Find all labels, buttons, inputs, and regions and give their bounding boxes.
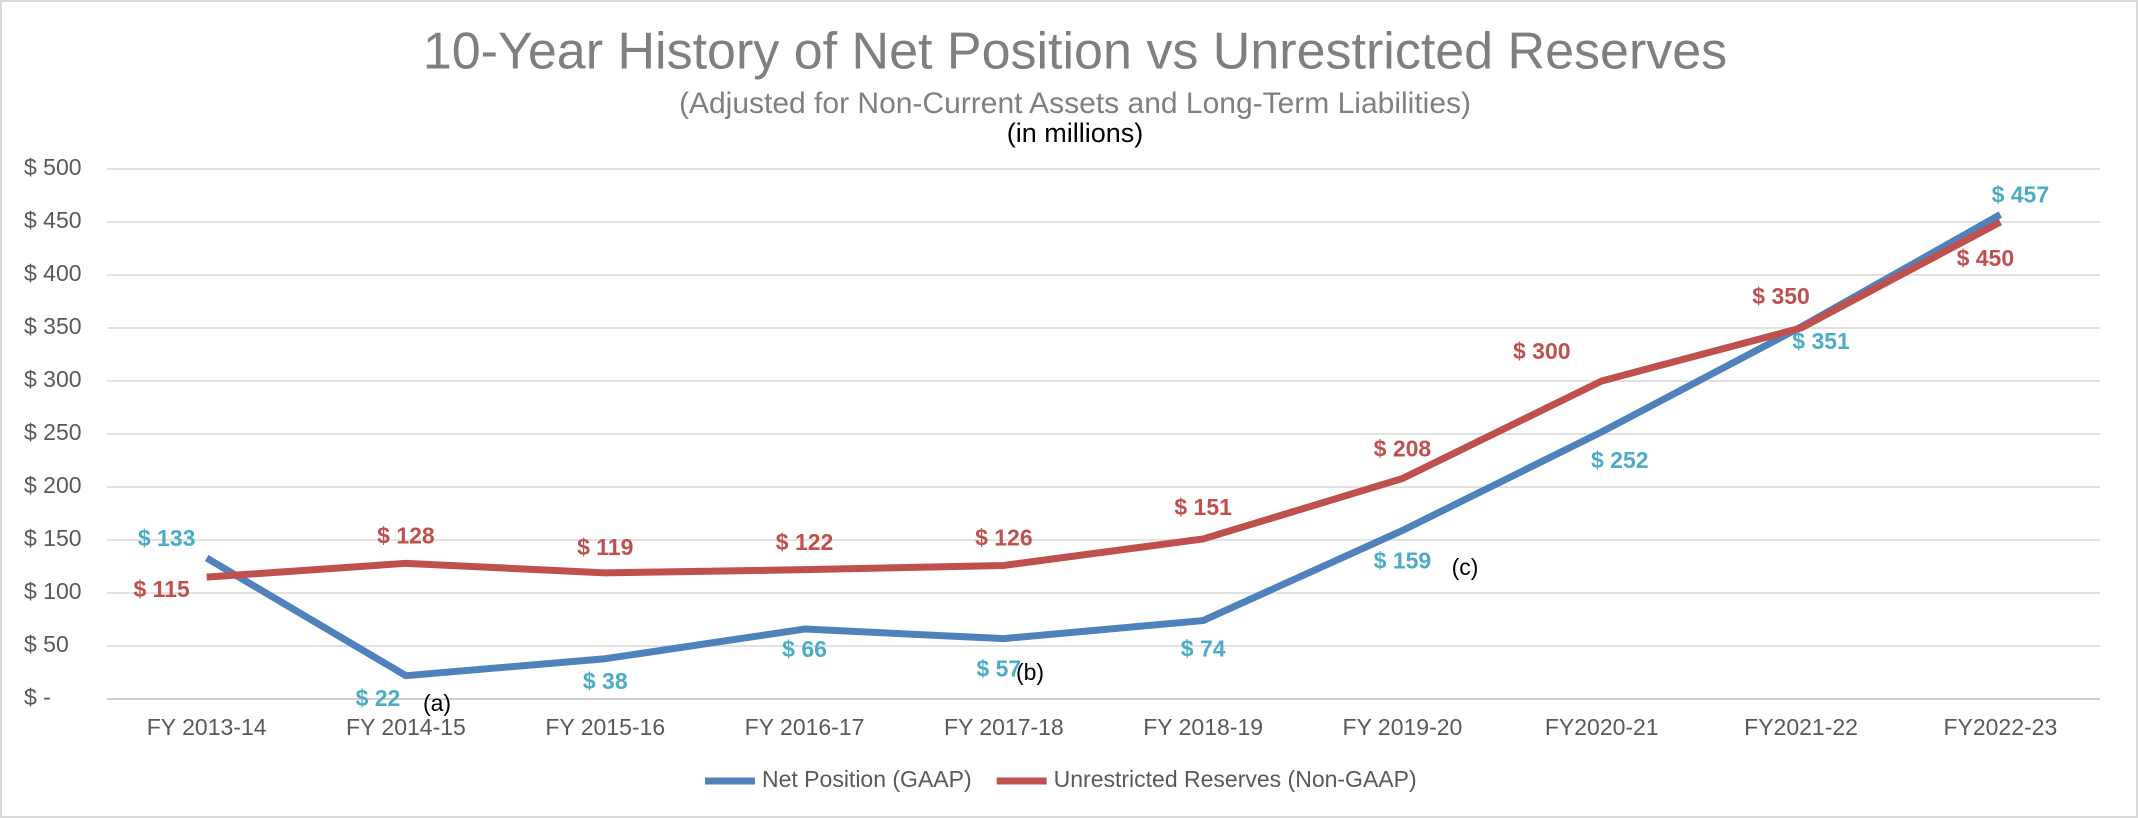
x-tick-label: FY 2018-19	[1143, 714, 1263, 740]
data-label: $ 208	[1374, 436, 1432, 462]
y-tick-label: $ 100	[24, 578, 82, 604]
data-line	[204, 211, 2003, 680]
data-label: $ 128	[377, 522, 435, 548]
data-label: $ 300	[1513, 338, 1571, 364]
data-label: $ 350	[1752, 283, 1810, 309]
data-label: $ 126	[975, 525, 1033, 551]
y-tick-label: $ 350	[24, 313, 82, 339]
data-label: $ 159	[1374, 548, 1432, 574]
chart-subtitle: (in millions)	[1007, 118, 1144, 148]
data-label: $ 133	[138, 525, 196, 551]
x-tick-label: FY 2014-15	[346, 714, 466, 740]
data-label: $ 119	[577, 534, 633, 560]
y-tick-label: $ 400	[24, 260, 82, 286]
annotation: (b)	[1016, 659, 1044, 685]
data-label: $ 66	[782, 636, 827, 662]
x-tick-label: FY2022-23	[1943, 714, 2057, 740]
x-tick-label: FY 2019-20	[1343, 714, 1463, 740]
y-tick-label: $ 50	[24, 631, 69, 657]
data-label: $ 115	[134, 576, 190, 602]
y-tick-label: $ 250	[24, 419, 82, 445]
x-tick-label: FY2020-21	[1545, 714, 1659, 740]
annotation: (a)	[423, 690, 451, 716]
legend-label: Unrestricted Reserves (Non-GAAP)	[1054, 766, 1417, 792]
y-tick-label: $ -	[24, 684, 51, 710]
data-label: $ 252	[1591, 447, 1649, 473]
data-label: $ 151	[1174, 494, 1232, 520]
data-label: $ 74	[1181, 636, 1226, 662]
y-tick-label: $ 150	[24, 525, 82, 551]
data-label: $ 450	[1957, 245, 2015, 271]
annotation: (c)	[1452, 554, 1479, 580]
chart-subtitle: (Adjusted for Non-Current Assets and Lon…	[679, 87, 1471, 120]
data-label: $ 38	[583, 668, 628, 694]
x-tick-label: FY 2013-14	[147, 714, 267, 740]
data-line	[206, 218, 2002, 581]
y-tick-label: $ 450	[24, 207, 82, 233]
x-tick-label: FY 2015-16	[545, 714, 665, 740]
x-tick-label: FY 2017-18	[944, 714, 1064, 740]
y-tick-label: $ 300	[24, 366, 82, 392]
x-tick-label: FY2021-22	[1744, 714, 1858, 740]
data-label: $ 351	[1792, 328, 1850, 354]
data-label: $ 22	[356, 685, 401, 711]
data-label: $ 122	[776, 529, 834, 555]
y-tick-label: $ 200	[24, 472, 82, 498]
x-tick-label: FY 2016-17	[745, 714, 865, 740]
legend-label: Net Position (GAAP)	[762, 766, 972, 792]
chart-title: 10-Year History of Net Position vs Unres…	[423, 23, 1727, 81]
y-tick-label: $ 500	[24, 154, 82, 180]
data-label: $ 457	[1992, 182, 2050, 208]
data-label: $ 57	[976, 656, 1021, 682]
